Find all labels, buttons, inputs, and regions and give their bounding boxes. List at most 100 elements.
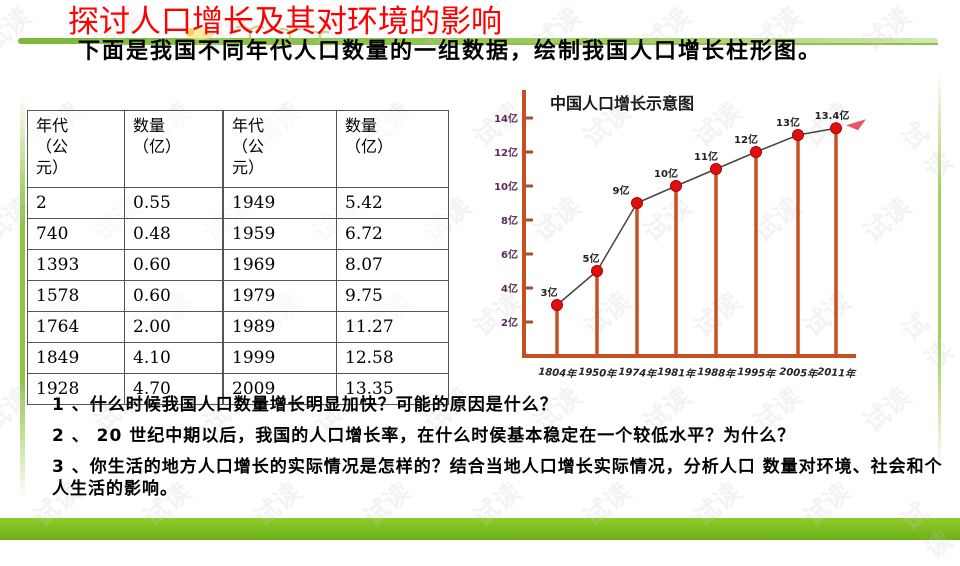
sprout-decoration-icon (186, 25, 330, 42)
question-3: 3 、你生活的地方人口增长的实际情况是怎样的？结合当地人口增长实际情况，分析人口… (52, 457, 943, 499)
chart-title: 中国人口增长示意图 (550, 94, 694, 113)
header-green-line (18, 38, 938, 44)
data-point (710, 163, 722, 175)
header-line: 数量 (345, 116, 378, 135)
chart-plot-area: 2亿 4亿 6亿 8亿 10亿 12亿 14亿 3亿 5亿 9亿 10亿 11亿 12亿 13亿 13.4亿… (494, 90, 866, 380)
bottom-green-band (0, 518, 960, 540)
table-row: 1928 4.70 2009 13.35 (27, 373, 449, 405)
population-chart: 中国人口增长示意图 2亿 4亿 6亿 8亿 10亿 12亿 14亿 3亿 5亿 9亿 10亿 11亿 1… (494, 90, 866, 380)
table-cell: 1999 (222, 342, 337, 374)
population-table: 年代 （公 元） 数量 （亿） 年代 （公 元） 数量 （亿） 2 0.55 1… (27, 110, 449, 405)
header-year-1: 年代 （公 元） (27, 110, 125, 188)
x-tick-label: 1950年 (578, 366, 619, 381)
data-point (750, 146, 762, 158)
header-line: （亿） (345, 137, 394, 156)
table-cell: 0.55 (124, 187, 224, 219)
x-tick-label: 1981年 (657, 366, 698, 381)
trend-line (556, 127, 837, 306)
table-cell: 0.48 (124, 218, 224, 250)
table-cell: 5.42 (336, 187, 449, 219)
table-cell: 4.10 (124, 342, 224, 374)
table-cell: 9.75 (336, 280, 449, 312)
data-point (792, 129, 804, 141)
table-cell: 4.70 (124, 373, 224, 405)
question-2: 2 、 20 世纪中期以后，我国的人口增长率，在什么时侯基本稳定在一个较低水平？… (52, 426, 796, 446)
header-line: 元） (36, 158, 69, 177)
x-tick-label: 1988年 (697, 366, 738, 381)
watermark-text: 试读 (895, 307, 959, 376)
table-cell: 1393 (27, 249, 125, 281)
data-point (631, 197, 643, 209)
y-tick-label: 10亿 (494, 180, 518, 193)
watermark-text: 试读 (895, 117, 959, 186)
data-point (670, 180, 682, 192)
y-tick-label: 8亿 (501, 214, 518, 227)
table-cell: 11.27 (336, 311, 449, 343)
header-count-1: 数量 （亿） (124, 110, 224, 188)
table-cell: 1578 (27, 280, 125, 312)
data-point-label: 13.4亿 (815, 109, 850, 122)
y-tick-label: 2亿 (501, 316, 518, 329)
x-tick-label: 1995年 (737, 366, 778, 381)
x-tick-label: 1974年 (618, 366, 659, 381)
table-row: 1578 0.60 1979 9.75 (27, 280, 449, 312)
data-point (591, 265, 603, 277)
table-cell: 1928 (27, 373, 125, 405)
header-line: （亿） (133, 137, 182, 156)
left-decorative-bar (20, 95, 25, 500)
y-tick-label: 6亿 (501, 248, 518, 261)
header-line: 年代 (36, 116, 69, 135)
table-cell: 1949 (222, 187, 337, 219)
data-point-label: 12亿 (734, 133, 758, 146)
header-line: 元） (232, 158, 265, 177)
intro-text: 下面是我国不同年代人口数量的一组数据，绘制我国人口增长柱形图。 (78, 39, 823, 64)
table-cell: 2.00 (124, 311, 224, 343)
arrow-head-icon (846, 119, 866, 131)
table-cell: 1959 (222, 218, 337, 250)
table-header-row: 年代 （公 元） 数量 （亿） 年代 （公 元） 数量 （亿） (27, 110, 449, 188)
data-point-label: 5亿 (583, 252, 600, 265)
y-tick-label: 4亿 (501, 282, 518, 295)
data-point (551, 299, 563, 311)
table-row: 1764 2.00 1989 11.27 (27, 311, 449, 343)
table-cell: 740 (27, 218, 125, 250)
y-tick-label: 12亿 (494, 146, 518, 159)
right-decorative-bar (938, 70, 941, 470)
table-row: 1849 4.10 1999 12.58 (27, 342, 449, 374)
table-cell: 2009 (222, 373, 337, 405)
data-point-label: 11亿 (694, 150, 718, 163)
table-cell: 1989 (222, 311, 337, 343)
table-cell: 8.07 (336, 249, 449, 281)
table-cell: 12.58 (336, 342, 449, 374)
table-row: 740 0.48 1959 6.72 (27, 218, 449, 250)
table-row: 2 0.55 1949 5.42 (27, 187, 449, 219)
question-1: 1 、什么时候我国人口数量增长明显加快？可能的原因是什么？ (52, 395, 558, 415)
data-point-label: 10亿 (654, 167, 678, 180)
header-year-2: 年代 （公 元） (222, 110, 337, 188)
table-cell: 1849 (27, 342, 125, 374)
questions-block: 1 、什么时候我国人口数量增长明显加快？可能的原因是什么？ 2 、 20 世纪中… (52, 394, 952, 509)
table-cell: 1979 (222, 280, 337, 312)
x-tick-label: 2005年 (779, 366, 820, 381)
data-point (830, 122, 842, 135)
header-thin-line (120, 43, 938, 45)
header-line: 年代 (232, 116, 265, 135)
data-point-label: 3亿 (541, 286, 558, 299)
table-cell: 0.60 (124, 249, 224, 281)
header-count-2: 数量 （亿） (336, 110, 449, 188)
data-point-label: 9亿 (613, 184, 630, 197)
watermark-text: 试读 (0, 2, 38, 59)
y-tick-label: 14亿 (494, 112, 518, 125)
table-cell: 1764 (27, 311, 125, 343)
table-cell: 0.60 (124, 280, 224, 312)
table-cell: 2 (27, 187, 125, 219)
header-line: 数量 (133, 116, 166, 135)
header-line: （公 (232, 137, 265, 156)
slide-title: 探讨人口增长及其对环境的影响 (68, 4, 502, 40)
x-tick-label: 2011年 (817, 366, 858, 381)
table-cell: 1969 (222, 249, 337, 281)
table-cell: 6.72 (336, 218, 449, 250)
header-line: （公 (36, 137, 69, 156)
x-tick-label: 1804年 (538, 366, 579, 381)
data-point-label: 13亿 (776, 116, 800, 129)
